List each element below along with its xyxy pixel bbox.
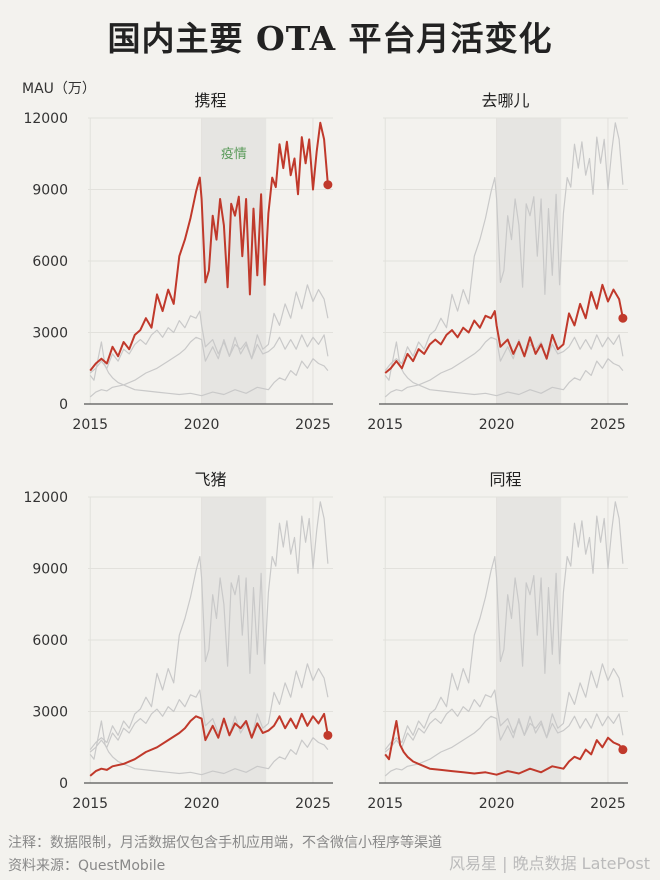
y-tick-label: 0	[59, 397, 68, 413]
y-tick-label: 9000	[32, 562, 68, 578]
x-tick-label: 2025	[295, 417, 331, 433]
x-tick-label: 2015	[72, 796, 108, 812]
x-tick-label: 2020	[479, 796, 515, 812]
y-tick-label: 3000	[32, 326, 68, 342]
page-title: 国内主要 OTA 平台月活变化	[107, 19, 553, 58]
x-tick-label: 2020	[184, 417, 220, 433]
y-tick-label: 3000	[32, 705, 68, 721]
y-tick-label: 6000	[32, 633, 68, 649]
series-end-point	[618, 745, 628, 755]
panel-title: 携程	[194, 91, 226, 110]
y-tick-label: 12000	[23, 490, 68, 506]
footnote: 注释：数据限制，月活数据仅包含手机应用端，不含微信小程序等渠道	[8, 835, 442, 851]
series-end-point	[323, 730, 333, 740]
series-line	[384, 122, 624, 371]
chart-panel: 0 3000 6000 9000 12000 2015 2020 2025 飞猪	[23, 470, 333, 812]
chart-panel: 2015 2020 2025 同程	[367, 470, 628, 812]
y-tick-label: 12000	[23, 111, 68, 127]
series-line	[89, 284, 329, 374]
series-end-point	[618, 313, 628, 323]
series-line	[89, 341, 329, 397]
x-tick-label: 2020	[479, 417, 515, 433]
y-tick-label: 9000	[32, 183, 68, 199]
x-tick-label: 2025	[590, 417, 626, 433]
series-line	[384, 720, 624, 776]
y-tick-label: 6000	[32, 254, 68, 270]
series-line	[89, 712, 329, 777]
series-line	[384, 341, 624, 397]
series-line	[89, 121, 329, 372]
watermark: 风易星 | 晚点数据 LatePost	[449, 854, 650, 873]
y-axis-label: MAU（万）	[22, 81, 96, 97]
series-line	[384, 713, 624, 777]
source-note: 资料来源：QuestMobile	[8, 858, 166, 874]
panel-title: 同程	[489, 470, 521, 489]
x-tick-label: 2020	[184, 796, 220, 812]
panel-title: 飞猪	[194, 470, 226, 489]
series-line	[89, 720, 329, 776]
x-tick-label: 2025	[295, 796, 331, 812]
panel-title: 去哪儿	[481, 91, 529, 110]
y-tick-label: 0	[59, 776, 68, 792]
x-tick-label: 2015	[367, 796, 403, 812]
x-tick-label: 2015	[367, 417, 403, 433]
series-end-point	[323, 180, 333, 190]
series-line	[89, 334, 329, 398]
series-line	[384, 501, 624, 750]
pandemic-label: 疫情	[221, 146, 247, 162]
series-line	[89, 663, 329, 753]
series-line	[384, 283, 624, 374]
series-line	[384, 663, 624, 753]
x-tick-label: 2025	[590, 796, 626, 812]
series-line	[89, 501, 329, 750]
x-tick-label: 2015	[72, 417, 108, 433]
chart-panel: 2015 2020 2025 去哪儿	[367, 91, 628, 433]
